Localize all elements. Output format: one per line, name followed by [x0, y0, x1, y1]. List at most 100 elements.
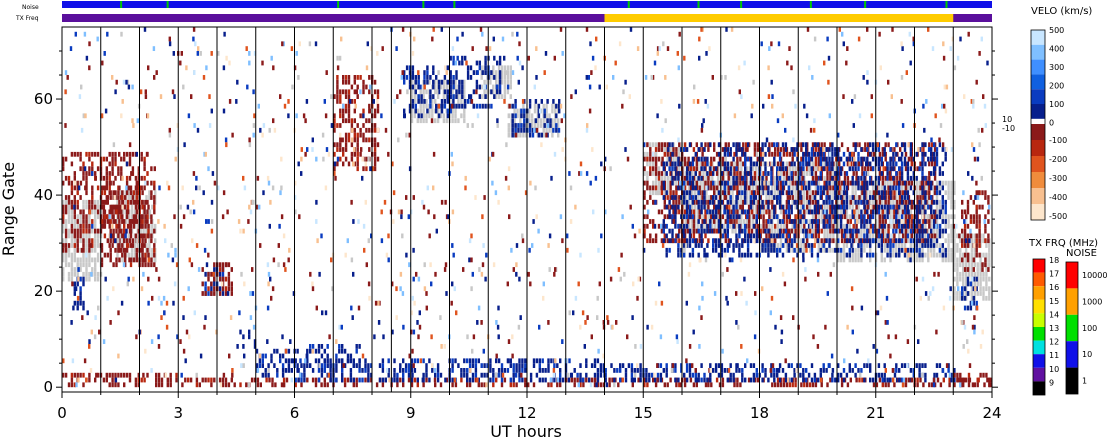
data-cell — [333, 142, 336, 148]
data-cell — [477, 382, 480, 388]
data-cell — [82, 204, 85, 210]
data-cell — [800, 214, 803, 220]
data-cell — [839, 372, 843, 378]
data-cell — [918, 243, 921, 248]
data-cell — [840, 377, 844, 383]
data-cell — [361, 368, 364, 373]
data-cell — [134, 204, 138, 210]
data-cell — [76, 190, 79, 196]
data-cell — [800, 228, 803, 234]
data-cell — [950, 238, 953, 244]
data-cell — [706, 161, 709, 167]
data-cell — [802, 377, 805, 383]
data-cell — [880, 257, 883, 263]
data-cell — [726, 377, 729, 383]
data-cell — [793, 368, 796, 373]
data-cell — [121, 233, 124, 239]
data-cell — [596, 382, 600, 388]
data-cell — [463, 368, 466, 373]
data-cell — [694, 195, 697, 200]
data-cell — [851, 257, 854, 263]
data-cell — [714, 363, 718, 368]
data-cell — [242, 344, 245, 349]
data-cell — [883, 209, 886, 215]
data-cell — [135, 190, 138, 196]
data-cell — [509, 358, 512, 364]
data-cell — [953, 291, 956, 296]
data-cell — [808, 195, 812, 200]
data-cell — [100, 190, 104, 196]
data-cell — [713, 142, 716, 148]
data-cell — [953, 247, 956, 253]
data-cell — [335, 358, 338, 364]
data-cell — [475, 79, 479, 85]
data-cell — [649, 161, 652, 167]
data-cell — [924, 372, 927, 378]
data-cell — [500, 75, 504, 80]
data-cell — [964, 271, 968, 277]
data-cell — [198, 382, 201, 388]
data-cell — [350, 151, 354, 157]
data-cell — [672, 199, 675, 205]
data-cell — [895, 363, 898, 368]
data-cell — [765, 175, 768, 181]
data-cell — [852, 171, 855, 176]
data-cell — [912, 243, 915, 248]
data-cell — [964, 257, 968, 263]
data-cell — [768, 223, 771, 229]
data-cell — [657, 147, 661, 152]
data-cell — [803, 219, 806, 224]
data-cell — [813, 377, 817, 383]
data-cell — [436, 363, 440, 368]
data-cell — [959, 295, 962, 301]
data-cell — [141, 247, 144, 253]
data-cell — [835, 238, 838, 244]
data-cell — [490, 70, 493, 75]
data-cell — [933, 175, 937, 181]
data-cell — [533, 108, 537, 114]
data-cell — [134, 382, 138, 388]
data-cell — [864, 209, 867, 215]
data-cell — [70, 262, 74, 268]
data-cell — [710, 156, 713, 162]
data-cell — [402, 382, 405, 388]
data-cell — [871, 233, 875, 239]
data-cell — [381, 382, 385, 388]
data-cell — [490, 89, 493, 95]
data-cell — [704, 161, 707, 167]
data-cell — [613, 368, 616, 373]
data-cell — [710, 180, 713, 186]
data-cell — [88, 372, 91, 378]
data-cell — [344, 103, 348, 109]
data-cell — [806, 238, 809, 244]
data-cell — [471, 358, 475, 364]
data-cell — [378, 363, 382, 368]
data-cell — [683, 233, 686, 239]
data-cell — [925, 180, 928, 186]
data-cell — [909, 252, 913, 258]
data-cell — [731, 171, 734, 176]
data-cell — [728, 223, 731, 229]
data-cell — [863, 363, 866, 368]
data-cell — [317, 358, 321, 364]
data-cell — [759, 151, 762, 157]
data-cell — [765, 209, 768, 215]
data-cell — [242, 334, 245, 340]
data-cell — [413, 358, 417, 364]
data-cell — [982, 233, 985, 239]
data-cell — [64, 204, 68, 210]
data-cell — [256, 377, 260, 383]
data-cell — [62, 223, 65, 229]
data-cell — [912, 372, 915, 378]
data-cell — [341, 358, 344, 364]
data-cell — [70, 238, 74, 244]
data-cell — [497, 94, 501, 99]
data-cell — [649, 238, 652, 244]
data-cell — [353, 79, 356, 85]
data-cell — [855, 233, 858, 239]
data-cell — [711, 219, 714, 224]
data-cell — [111, 156, 114, 162]
data-cell — [784, 377, 788, 383]
data-cell — [393, 368, 396, 373]
data-cell — [953, 257, 956, 263]
